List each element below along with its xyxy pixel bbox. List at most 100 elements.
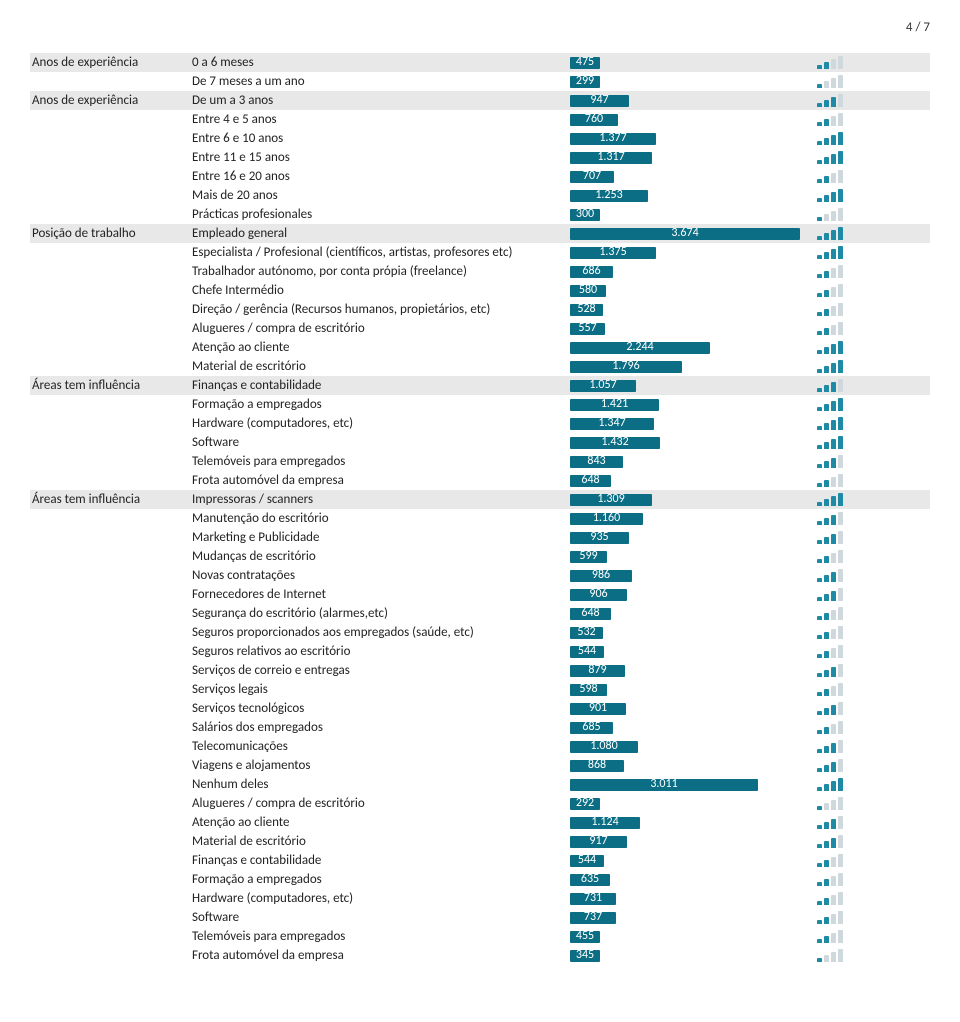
row-label: Alugueres / compra de escritório [190, 794, 570, 813]
bar-value-text: 1.317 [570, 148, 652, 167]
table-row: Entre 11 e 15 anos1.317 [30, 148, 930, 167]
signal-icon [800, 284, 860, 297]
bar-value-text: 580 [570, 281, 606, 300]
signal-icon [800, 113, 860, 126]
table-row: Alugueres / compra de escritório292 [30, 794, 930, 813]
bar-value-text: 843 [570, 452, 623, 471]
value-bar: 292 [570, 797, 800, 811]
row-label: Entre 16 e 20 anos [190, 167, 570, 186]
value-bar: 1.309 [570, 493, 800, 507]
bar-value-text: 345 [570, 946, 600, 965]
signal-icon [800, 493, 860, 506]
signal-icon [800, 170, 860, 183]
table-row: Viagens e alojamentos868 [30, 756, 930, 775]
value-bar: 345 [570, 949, 800, 963]
row-label: Atenção ao cliente [190, 338, 570, 357]
value-bar: 300 [570, 208, 800, 222]
group-label: Anos de experiência [30, 53, 190, 72]
signal-icon [800, 341, 860, 354]
table-row: Seguros relativos ao escritório544 [30, 642, 930, 661]
table-row: Direção / gerência (Recursos humanos, pr… [30, 300, 930, 319]
bar-value-text: 648 [570, 604, 611, 623]
value-bar: 599 [570, 550, 800, 564]
table-row: Hardware (computadores, etc)731 [30, 889, 930, 908]
row-label: Trabalhador autónomo, por conta própia (… [190, 262, 570, 281]
value-bar: 868 [570, 759, 800, 773]
signal-icon [800, 132, 860, 145]
signal-icon [800, 246, 860, 259]
bar-value-text: 1.796 [570, 357, 682, 376]
row-label: Formação a empregados [190, 870, 570, 889]
signal-icon [800, 379, 860, 392]
value-bar: 1.796 [570, 360, 800, 374]
signal-icon [800, 189, 860, 202]
page-number: 4 / 7 [30, 20, 930, 35]
signal-icon [800, 683, 860, 696]
bar-value-text: 3.674 [570, 224, 800, 243]
value-bar: 532 [570, 626, 800, 640]
table-row: Nenhum deles3.011 [30, 775, 930, 794]
bar-value-text: 737 [570, 908, 616, 927]
value-bar: 1.057 [570, 379, 800, 393]
value-bar: 879 [570, 664, 800, 678]
table-row: Áreas tem influênciaFinanças e contabili… [30, 376, 930, 395]
table-row: Formação a empregados635 [30, 870, 930, 889]
signal-icon [800, 626, 860, 639]
row-label: Serviços tecnológicos [190, 699, 570, 718]
value-bar: 917 [570, 835, 800, 849]
table-row: Frota automóvel da empresa345 [30, 946, 930, 965]
signal-icon [800, 702, 860, 715]
bar-value-text: 901 [570, 699, 626, 718]
value-bar: 935 [570, 531, 800, 545]
signal-icon [800, 436, 860, 449]
row-label: Novas contratações [190, 566, 570, 585]
bar-value-text: 868 [570, 756, 624, 775]
signal-icon [800, 569, 860, 582]
row-label: Software [190, 908, 570, 927]
signal-icon [800, 645, 860, 658]
value-bar: 986 [570, 569, 800, 583]
signal-icon [800, 949, 860, 962]
signal-icon [800, 664, 860, 677]
value-bar: 1.080 [570, 740, 800, 754]
row-label: Entre 4 e 5 anos [190, 110, 570, 129]
value-bar: 707 [570, 170, 800, 184]
value-bar: 906 [570, 588, 800, 602]
table-row: Marketing e Publicidade935 [30, 528, 930, 547]
value-bar: 580 [570, 284, 800, 298]
value-bar: 557 [570, 322, 800, 336]
bar-value-text: 707 [570, 167, 614, 186]
row-label: Hardware (computadores, etc) [190, 414, 570, 433]
value-bar: 1.432 [570, 436, 800, 450]
row-label: Especialista / Profesional (científicos,… [190, 243, 570, 262]
row-label: Frota automóvel da empresa [190, 471, 570, 490]
table-row: Entre 4 e 5 anos760 [30, 110, 930, 129]
bar-value-text: 1.375 [570, 243, 656, 262]
bar-value-text: 760 [570, 110, 618, 129]
bar-value-text: 731 [570, 889, 616, 908]
value-bar: 544 [570, 854, 800, 868]
table-row: Telemóveis para empregados843 [30, 452, 930, 471]
bar-value-text: 906 [570, 585, 627, 604]
value-bar: 635 [570, 873, 800, 887]
table-row: Prácticas profesionales300 [30, 205, 930, 224]
signal-icon [800, 930, 860, 943]
bar-value-text: 1.377 [570, 129, 656, 148]
row-label: Seguros proporcionados aos empregados (s… [190, 623, 570, 642]
signal-icon [800, 778, 860, 791]
table-row: Material de escritório917 [30, 832, 930, 851]
value-bar: 598 [570, 683, 800, 697]
row-label: 0 a 6 meses [190, 53, 570, 72]
signal-icon [800, 550, 860, 563]
table-row: Telecomunicações1.080 [30, 737, 930, 756]
table-row: Novas contratações986 [30, 566, 930, 585]
row-label: Telemóveis para empregados [190, 452, 570, 471]
signal-icon [800, 208, 860, 221]
table-row: Seguros proporcionados aos empregados (s… [30, 623, 930, 642]
table-row: De 7 meses a um ano299 [30, 72, 930, 91]
bar-value-text: 1.347 [570, 414, 654, 433]
table-row: Fornecedores de Internet906 [30, 585, 930, 604]
bar-value-text: 1.080 [570, 737, 638, 756]
row-label: Serviços de correio e entregas [190, 661, 570, 680]
signal-icon [800, 911, 860, 924]
